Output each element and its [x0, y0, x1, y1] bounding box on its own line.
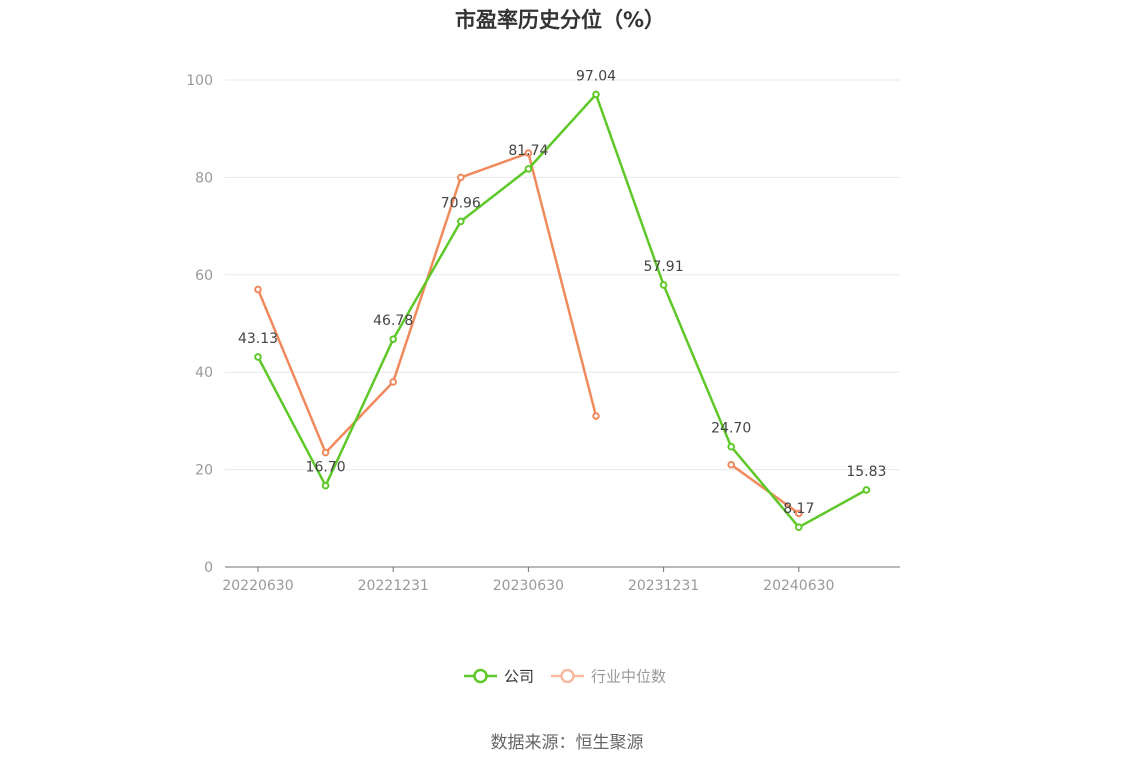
- data-point-0: [321, 481, 330, 490]
- data-label: 24.70: [711, 421, 751, 437]
- data-point-0: [254, 353, 262, 361]
- legend-label: 公司: [504, 668, 534, 686]
- x-tick-label: 20231231: [628, 578, 699, 594]
- data-label: 43.13: [238, 331, 278, 347]
- data-point-1: [592, 412, 600, 420]
- legend-item-1[interactable]: 行业中位数: [551, 668, 666, 686]
- data-point-1: [727, 460, 736, 469]
- legend-item-0[interactable]: 公司: [464, 668, 534, 686]
- data-point-0: [795, 523, 803, 532]
- data-point-0: [457, 217, 465, 226]
- legend[interactable]: 公司 行业中位数: [464, 668, 666, 686]
- data-point-1: [389, 378, 398, 386]
- data-label: 46.78: [373, 313, 413, 329]
- x-tick-label: 20221231: [358, 578, 429, 594]
- y-tick-label: 60: [195, 268, 213, 284]
- data-point-0: [389, 335, 398, 343]
- data-point-1: [254, 285, 262, 294]
- y-tick-label: 100: [186, 73, 213, 89]
- y-tick-label: 80: [195, 170, 213, 186]
- chart-title: 市盈率历史分位（%）: [454, 8, 666, 32]
- y-tick-label: 20: [195, 463, 213, 479]
- x-tick-label: 20220630: [222, 578, 293, 594]
- data-point-1: [795, 509, 803, 518]
- data-label: 81.74: [508, 143, 548, 159]
- series-line-1: [256, 151, 598, 454]
- x-tick-label: 20240630: [763, 578, 834, 594]
- data-label: 8.17: [783, 501, 814, 517]
- series-line-0: [256, 93, 868, 529]
- series-lines: [254, 90, 871, 532]
- source-note: 数据来源：恒生聚源: [490, 733, 644, 753]
- data-label: 15.83: [846, 464, 886, 480]
- data-labels: 43.13 16.70 46.78 70.96 81.74 97.04 57.91 24.70…: [238, 68, 886, 517]
- x-tick-label: 20230630: [493, 578, 564, 594]
- data-label: 70.96: [441, 195, 481, 211]
- y-tick-label: 40: [195, 365, 213, 381]
- series-line-1: [730, 463, 800, 515]
- data-point-0: [727, 442, 736, 451]
- data-point-0: [524, 165, 533, 173]
- data-point-1: [321, 448, 330, 457]
- legend-marker-icon: [473, 668, 488, 684]
- data-label: 97.04: [576, 68, 616, 84]
- data-point-0: [862, 486, 871, 494]
- data-point-0: [592, 90, 600, 99]
- data-point-1: [524, 149, 533, 157]
- data-label: 57.91: [644, 259, 684, 275]
- axes: 0 20 40 60 80 100 20220630 20221231 20230630 2023…: [186, 73, 900, 594]
- y-tick-label: 0: [204, 560, 213, 576]
- data-point-0: [659, 281, 668, 289]
- legend-label: 行业中位数: [591, 668, 666, 686]
- grid-lines: [225, 79, 900, 471]
- legend-marker-icon: [560, 668, 575, 684]
- data-point-1: [457, 173, 465, 182]
- data-label: 16.70: [306, 460, 346, 476]
